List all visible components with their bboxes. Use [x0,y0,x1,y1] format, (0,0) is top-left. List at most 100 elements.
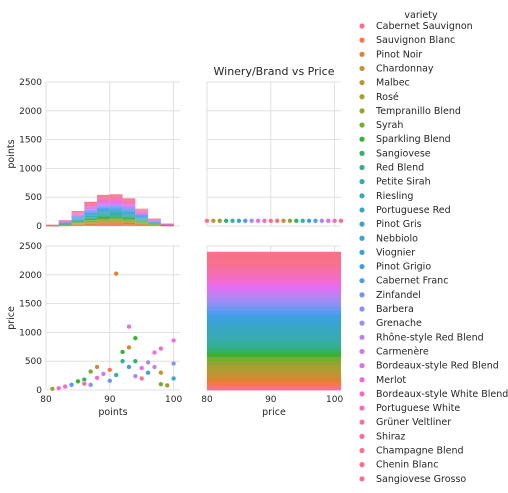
panel-bottom-right: 80 90 100 price [201,245,343,418]
scatter-point [268,218,274,224]
histogram-bar [135,222,149,224]
legend-label: Tempranillo Blend [375,106,461,117]
histogram-bar [122,208,136,210]
histogram-bar [135,209,149,210]
histogram-bar [122,207,136,209]
legend-marker [359,136,365,142]
histogram-bar [122,221,136,223]
histogram-bar [97,206,110,208]
panel-bottom-left: 0 500 1000 1500 2000 2500 80 90 100 price point… [6,242,182,418]
y-tick-label: 1000 [19,328,42,338]
legend-marker [359,320,365,326]
histogram-bar [109,199,123,201]
histogram-bar [207,364,341,370]
legend-label: Rosé [376,92,399,103]
scatter-point [306,218,312,224]
histogram-bar [109,211,123,213]
x-tick-label: 90 [104,395,116,405]
histogram-bar [135,210,149,212]
legend-marker [359,419,365,425]
legend-label: Cabernet Sauvignon [376,21,473,32]
legend-marker [359,23,365,29]
scatter-point [49,386,56,392]
histogram-bar [97,196,110,198]
y-ticks-top-left: 0 500 1000 1500 2000 2500 [19,78,42,232]
scatter-point [331,218,338,224]
histogram-bar [207,281,341,286]
legend-label: Riesling [376,191,413,202]
histogram-bar [207,310,341,315]
histogram-bar [207,343,341,349]
scatter-point [280,218,287,224]
histogram-bar [84,210,98,212]
histogram-bar [97,211,110,213]
histogram-bar [207,285,341,290]
y-tick-label: 2500 [19,242,42,252]
legend-label: Grenache [376,318,422,329]
histogram-bar [109,198,123,200]
scatter-point [75,378,81,385]
scatter-point [113,270,119,277]
y-tick-label: 500 [25,357,42,367]
legend-marker [359,179,365,185]
scatter-point [88,368,94,375]
histogram-bar [122,215,136,216]
histogram-bar [207,373,341,378]
histogram-bar [135,208,149,210]
scatter-point [107,367,113,373]
legend-label: Nebbiolo [376,233,418,244]
histogram-bar [207,289,341,295]
histogram-bar [109,210,123,212]
legend-label: Sangiovese Grosso [376,474,466,485]
legend-marker [359,334,365,340]
histogram-bar [97,195,110,197]
histogram-bar [135,221,149,223]
histogram-bar [122,214,136,216]
histogram-bar [97,197,110,199]
legend-marker [359,108,365,114]
scatter-point [300,218,306,224]
scatter-point [113,372,119,378]
scatter-point [151,349,158,356]
histogram-bar [97,220,110,222]
histogram-bar [84,225,98,226]
legend-marker [359,405,365,411]
scatter-point [274,218,280,224]
histogram-bar [109,219,123,221]
histogram-bar [84,218,98,220]
histogram-bar [97,214,110,216]
histogram-bar [122,200,136,201]
legend-label: Sauvignon Blanc [376,35,455,46]
histogram-bar [84,220,98,221]
histogram-bar [135,213,149,214]
points-vs-price-points [49,270,177,392]
legend-marker [359,51,365,57]
legend-label: Red Blend [376,163,424,174]
legend-label: Petite Sirah [376,177,431,188]
legend-marker [359,94,365,100]
scatter-point [158,345,164,352]
histogram-bar [207,251,341,257]
legend-marker [359,462,365,468]
legend-marker [359,391,365,397]
histogram-bar [97,200,110,202]
histogram-bar [84,219,98,221]
histogram-bar [122,209,136,211]
histogram-bar [84,201,98,203]
histogram-bar [97,219,110,221]
histogram-bar [207,260,341,265]
grid-bottom-left [45,245,180,391]
scatter-point [249,218,255,224]
legend-label: Bordeaux-style Red Blend [376,361,499,372]
scatter-point [223,218,229,224]
histogram-bar [97,209,110,211]
chart-title: Winery/Brand vs Price [214,65,335,78]
y-tick-label: 2000 [19,271,42,281]
histogram-bar [84,211,98,213]
legend-marker [359,37,365,43]
x-tick-label: 80 [201,395,213,405]
histogram-bar [122,212,136,214]
histogram-bar [207,335,341,341]
histogram-bar [84,220,98,222]
histogram-bar [109,225,123,226]
